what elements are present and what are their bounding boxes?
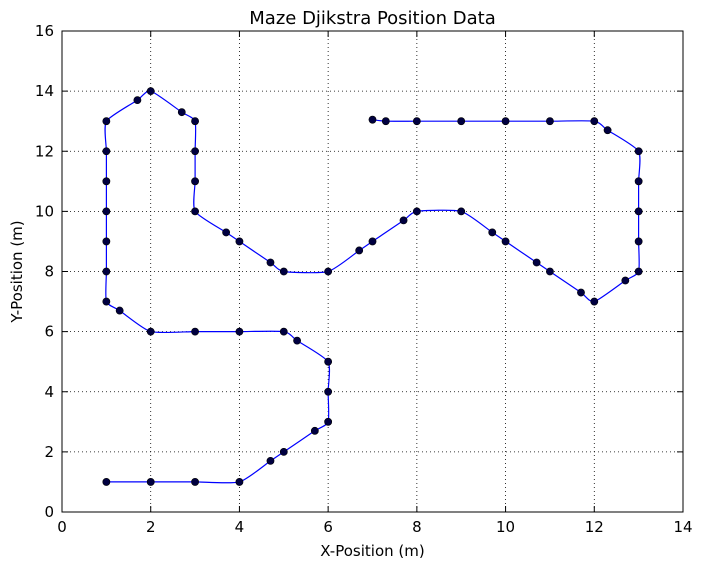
data-point: [293, 336, 301, 345]
data-point: [146, 478, 155, 486]
data-point: [191, 478, 199, 486]
data-point: [355, 246, 364, 255]
data-point: [634, 177, 643, 186]
data-point: [102, 237, 111, 246]
data-point: [222, 228, 231, 237]
data-point: [590, 297, 599, 306]
x-tick-label: 14: [673, 518, 692, 536]
data-point: [412, 207, 421, 216]
data-point: [546, 117, 554, 126]
data-point: [102, 207, 111, 216]
data-point: [133, 96, 142, 105]
y-tick-label: 10: [35, 202, 54, 220]
data-point: [235, 327, 244, 336]
y-tick-label: 4: [44, 383, 54, 401]
data-point: [102, 478, 111, 486]
data-point: [102, 177, 111, 186]
y-tick-label: 8: [44, 263, 54, 281]
x-tick-label: 0: [57, 518, 67, 536]
y-tick-label: 14: [35, 82, 54, 100]
data-point: [191, 177, 199, 186]
y-tick-label: 16: [35, 22, 54, 40]
x-axis-label: X-Position (m): [320, 542, 424, 560]
data-point: [146, 87, 155, 96]
data-point: [324, 357, 333, 366]
data-point: [279, 267, 288, 276]
data-point: [266, 258, 275, 267]
y-tick-label: 0: [44, 503, 54, 521]
data-point: [324, 387, 333, 396]
series-markers: [102, 87, 643, 486]
data-point: [324, 267, 333, 276]
x-tick-label: 4: [235, 518, 245, 536]
data-point: [235, 478, 244, 486]
data-point: [621, 276, 630, 285]
data-point: [590, 117, 599, 126]
data-point: [310, 426, 319, 435]
x-tick-label: 6: [323, 518, 333, 536]
data-point: [102, 297, 111, 306]
data-point: [324, 417, 333, 426]
data-point: [102, 147, 111, 156]
data-point: [368, 115, 377, 124]
x-tick-label: 8: [412, 518, 422, 536]
data-point: [634, 207, 643, 216]
data-point: [266, 456, 275, 465]
data-point: [381, 117, 390, 126]
data-point: [191, 327, 199, 336]
data-point: [368, 237, 377, 246]
data-point: [546, 267, 554, 276]
data-point: [102, 267, 111, 276]
chart-title: Maze Djikstra Position Data: [249, 8, 495, 29]
data-point: [634, 237, 643, 246]
data-point: [501, 117, 510, 126]
x-tick-label: 2: [146, 518, 156, 536]
data-point: [457, 117, 466, 126]
axis-ticks: 0 2 4 6 8 10 12 14 0 2 4 6 8 10 12 14 16: [35, 22, 693, 536]
data-point: [399, 216, 408, 225]
data-point: [102, 117, 111, 126]
y-tick-label: 2: [44, 443, 54, 461]
y-tick-label: 12: [35, 142, 54, 160]
data-point: [177, 108, 186, 117]
data-point: [191, 207, 199, 216]
data-point: [532, 258, 541, 267]
data-point: [191, 117, 199, 126]
data-point: [412, 117, 421, 126]
data-point: [191, 147, 199, 156]
y-axis-label: Y-Position (m): [8, 220, 26, 323]
data-point: [488, 228, 497, 237]
x-tick-label: 12: [585, 518, 604, 536]
data-point: [279, 327, 288, 336]
data-point: [603, 126, 612, 135]
x-tick-label: 10: [496, 518, 515, 536]
data-point: [634, 267, 643, 276]
data-point: [115, 306, 124, 315]
data-point: [146, 327, 155, 336]
data-point: [279, 447, 288, 456]
data-point: [501, 237, 510, 246]
y-tick-label: 6: [44, 323, 54, 341]
data-point: [235, 237, 244, 246]
data-point: [634, 147, 643, 156]
data-point: [457, 207, 466, 216]
data-point: [577, 288, 585, 297]
